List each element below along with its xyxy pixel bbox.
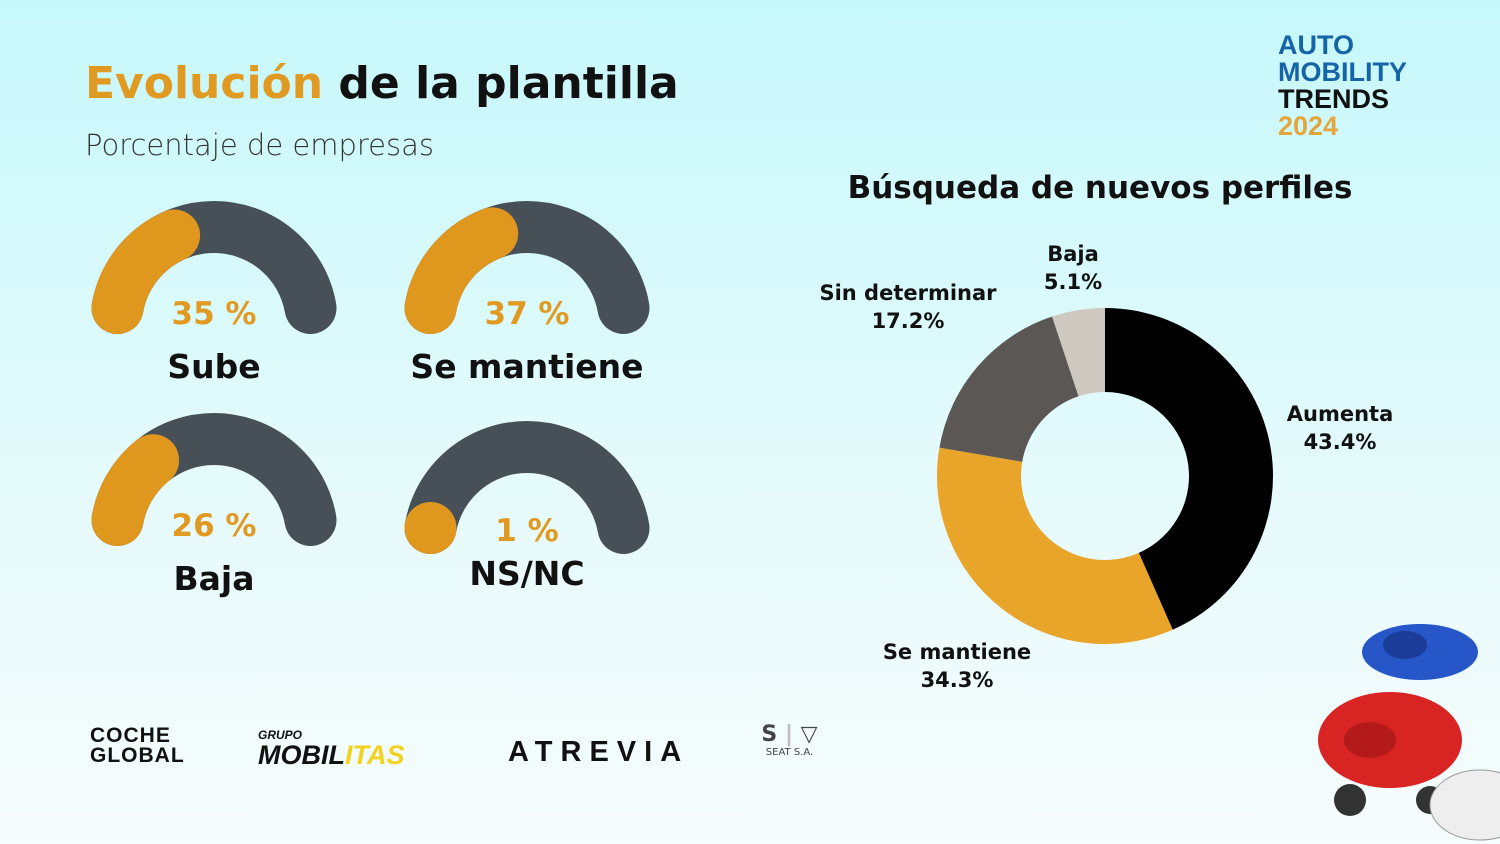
coche-global-logo: COCHE GLOBAL xyxy=(90,724,185,767)
slice-label: Aumenta xyxy=(1286,402,1394,426)
slice-label: Se mantiene xyxy=(882,640,1032,664)
page-subtitle: Porcentaje de empresas xyxy=(85,128,434,162)
logo-text: ITAS xyxy=(345,740,405,770)
gauge-value: 37 % xyxy=(484,296,570,332)
brand-line: MOBILITY xyxy=(1278,57,1407,87)
gauge-fill xyxy=(91,209,201,334)
title-accent: Evolución xyxy=(85,58,324,109)
seat-logo: S | ▽ SEAT S.A. xyxy=(752,722,827,758)
brand-line: AUTO xyxy=(1278,30,1355,60)
brand-line: TRENDS xyxy=(1278,84,1390,114)
donut-slice xyxy=(939,316,1079,462)
donut-label-aumenta: Aumenta 43.4% xyxy=(1230,400,1450,456)
slice-label: Baja xyxy=(1047,242,1099,266)
slice-value: 34.3% xyxy=(920,668,994,692)
slice-label: Sin determinar xyxy=(819,281,997,305)
gauge-label: Se mantiene xyxy=(410,347,644,386)
title-rest: de la plantilla xyxy=(323,58,679,109)
slice-value: 17.2% xyxy=(871,309,945,333)
slice-value: 43.4% xyxy=(1303,430,1377,454)
atrevia-logo: ATREVIA xyxy=(508,736,690,768)
gauge-label: Baja xyxy=(173,559,255,598)
car-usa-icon xyxy=(1429,769,1500,841)
cars-illustration xyxy=(1318,624,1500,841)
logo-text: COCHE xyxy=(90,724,171,747)
donut-label-se-mantiene: Se mantiene 34.3% xyxy=(847,638,1067,694)
mobilitas-logo: GRUPO MOBILITAS xyxy=(258,728,405,770)
gauge-value: 35 % xyxy=(171,296,257,332)
donut-slice xyxy=(937,447,1173,644)
gauge-fill xyxy=(404,207,519,334)
gauge-charts xyxy=(91,201,650,554)
gauge-label: NS/NC xyxy=(469,554,585,593)
gauge-fill xyxy=(404,501,457,554)
logo-text: GLOBAL xyxy=(90,744,185,767)
car-eu-icon xyxy=(1362,624,1478,680)
donut-label-sin-determinar: Sin determinar 17.2% xyxy=(798,279,1018,335)
gauge-label: Sube xyxy=(167,347,261,386)
logo-text: GRUPO xyxy=(258,728,303,742)
brand-logo: AUTO MOBILITY TRENDS 2024 xyxy=(1278,32,1407,140)
logo-text: MOBIL xyxy=(258,740,345,770)
logo-text: SEAT S.A. xyxy=(765,747,814,758)
slice-value: 5.1% xyxy=(1043,270,1103,294)
donut-title: Búsqueda de nuevos perfiles xyxy=(847,170,1353,206)
gauge-value: 26 % xyxy=(171,508,257,544)
gauge-track xyxy=(404,421,650,554)
brand-line: 2024 xyxy=(1278,111,1339,141)
donut-slice xyxy=(1105,308,1274,630)
gauge-fill xyxy=(91,434,180,546)
donut-slice xyxy=(1052,308,1105,397)
donut-label-baja: Baja 5.1% xyxy=(963,240,1183,296)
donut-chart xyxy=(937,308,1274,644)
gauge-value: 1 % xyxy=(495,513,559,549)
page-title: Evolución de la plantilla xyxy=(85,58,679,109)
